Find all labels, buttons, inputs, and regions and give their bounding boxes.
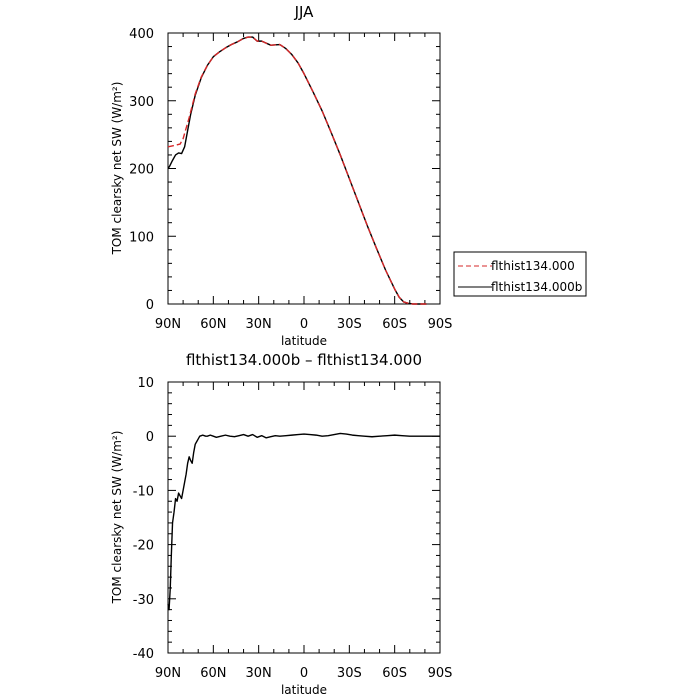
x-tick-label: 60S (382, 317, 407, 332)
bottom-panel: flthist134.000b – flthist134.000 90N 60N 3… (110, 351, 452, 697)
top-panel: JJA 90N 60N 30N 0 30S 60S 90S 0 100 200 300 400 lat… (110, 3, 587, 348)
y-tick-label: -20 (133, 539, 154, 554)
legend: flthist134.000 flthist134.000b (453, 251, 587, 297)
legend-label-experiment: flthist134.000b (491, 280, 582, 294)
bottom-plot-frame (167, 381, 441, 654)
y-tick-label: 400 (129, 27, 154, 42)
y-tick-label: -30 (133, 593, 154, 608)
y-tick-label: -40 (133, 647, 154, 662)
x-tick-label: 90S (428, 666, 453, 681)
x-tick-label: 30N (246, 666, 272, 681)
bottom-x-axis-label: latitude (281, 683, 327, 697)
x-tick-label: 60N (200, 317, 226, 332)
x-tick-label: 90N (155, 666, 181, 681)
x-tick-label: 0 (300, 317, 308, 332)
series-line-difference (167, 432, 440, 611)
top-chart-title: JJA (294, 3, 315, 21)
series-line-flthist134-000b (167, 36, 427, 305)
x-tick-label: 90N (155, 317, 181, 332)
legend-label-control: flthist134.000 (491, 259, 575, 273)
bottom-y-axis-label: TOM clearsky net SW (W/m²) (110, 431, 124, 605)
x-tick-label: 30S (337, 317, 362, 332)
top-y-axis-label: TOM clearsky net SW (W/m²) (110, 82, 124, 256)
x-tick-label: 90S (428, 317, 453, 332)
y-tick-label: -10 (133, 484, 154, 499)
y-tick-label: 100 (129, 230, 154, 245)
y-tick-label: 0 (146, 298, 154, 313)
top-x-axis-label: latitude (281, 334, 327, 348)
y-tick-label: 200 (129, 163, 154, 178)
legend-box (453, 251, 587, 297)
y-tick-label: 10 (137, 376, 154, 391)
x-tick-label: 60N (200, 666, 226, 681)
y-tick-label: 0 (146, 430, 154, 445)
x-tick-label: 60S (382, 666, 407, 681)
y-tick-label: 300 (129, 95, 154, 110)
x-tick-label: 0 (300, 666, 308, 681)
x-tick-label: 30N (246, 317, 272, 332)
series-line-flthist134-000 (167, 36, 427, 305)
bottom-chart-title: flthist134.000b – flthist134.000 (186, 351, 422, 369)
x-tick-label: 30S (337, 666, 362, 681)
